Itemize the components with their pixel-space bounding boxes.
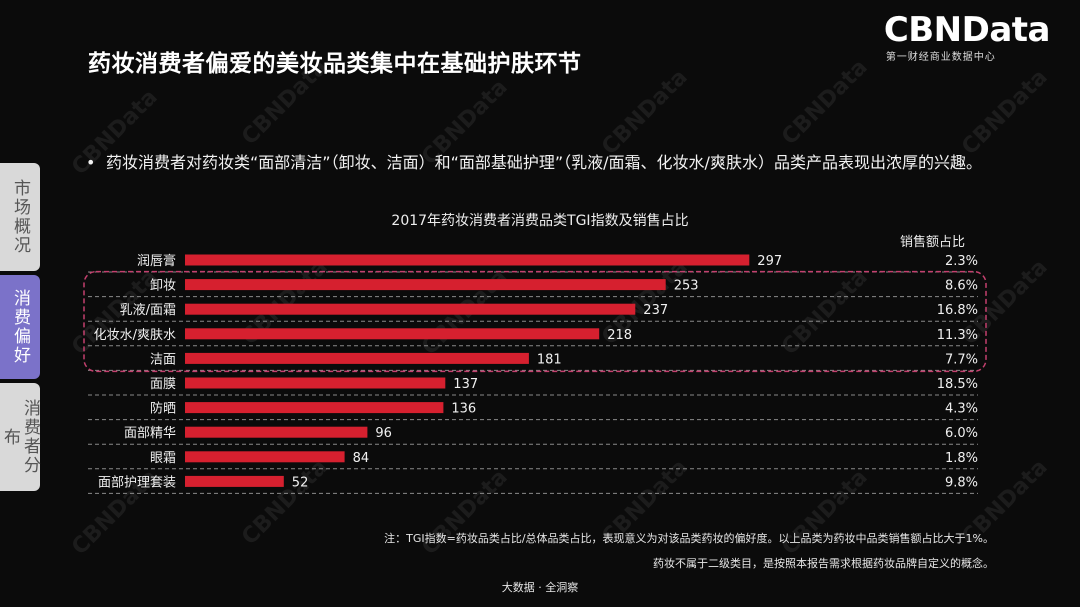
side-tab-consumer-distribution[interactable]: 消费者分布	[0, 383, 40, 491]
bar-value-label: 52	[292, 475, 309, 490]
category-label: 面膜	[150, 377, 176, 392]
brand-logo: CBNData 第一财经商业数据中心	[883, 10, 1051, 63]
bar	[185, 328, 600, 340]
category-label: 乳液/面霜	[120, 303, 176, 318]
bar	[185, 254, 750, 266]
bar	[185, 426, 368, 438]
brand-subtitle: 第一财经商业数据中心	[885, 52, 996, 63]
slide-title: 药妆消费者偏爱的美妆品类集中在基础护肤环节	[88, 51, 582, 77]
category-label: 面部护理套装	[98, 474, 176, 490]
share-value-label: 8.6%	[945, 279, 978, 294]
side-tab-consumer-preference[interactable]: 消费偏好	[0, 275, 40, 379]
side-tab-market-overview[interactable]: 市场概况	[0, 163, 40, 271]
bullet-text: 药妆消费者对药妆类“面部清洁”（卸妆、洁面）和“面部基础护理”（乳液/面霜、化妆…	[106, 153, 982, 172]
category-label: 润唇膏	[137, 253, 176, 269]
bar	[185, 451, 345, 463]
bar-value-label: 218	[607, 328, 632, 343]
share-value-label: 18.5%	[937, 377, 978, 392]
bar-value-label: 237	[643, 303, 668, 318]
bar	[185, 402, 444, 414]
bar-value-label: 84	[353, 451, 370, 466]
category-label: 防晒	[150, 401, 176, 417]
category-label: 化妆水/爽肤水	[94, 328, 176, 343]
share-value-label: 11.3%	[937, 328, 978, 343]
share-value-label: 4.3%	[945, 402, 978, 417]
footnote-tgi: 注：TGI指数=药妆品类占比/总体品类占比，表现意义为对该品类药妆的偏好度。以上…	[384, 532, 994, 545]
bullet-dot: •	[86, 153, 96, 172]
share-value-label: 1.8%	[945, 451, 978, 466]
category-label: 卸妆	[150, 278, 176, 294]
side-nav: 市场概况 消费偏好 消费者分布	[0, 163, 43, 495]
category-label: 面部精华	[124, 426, 176, 441]
bar-value-label: 136	[451, 402, 476, 417]
bar	[185, 279, 666, 291]
brand-name: CBNData	[883, 10, 1051, 50]
bar	[185, 377, 446, 389]
bar	[185, 475, 284, 487]
share-value-label: 9.8%	[945, 475, 978, 490]
bullet-point: • 药妆消费者对药妆类“面部清洁”（卸妆、洁面）和“面部基础护理”（乳液/面霜、…	[86, 150, 996, 175]
footer-slogan: 大数据 · 全洞察	[501, 581, 579, 594]
share-value-label: 16.8%	[937, 303, 978, 318]
category-label: 洁面	[150, 352, 176, 367]
bar	[185, 303, 636, 315]
footnote-definition: 药妆不属于二级类目，是按照本报告需求根据药妆品牌自定义的概念。	[653, 557, 994, 570]
bar-value-label: 137	[453, 377, 478, 392]
share-value-label: 6.0%	[945, 426, 978, 441]
share-value-label: 2.3%	[945, 254, 978, 269]
share-value-label: 7.7%	[945, 352, 978, 367]
bar-value-label: 181	[537, 352, 562, 367]
share-column-header: 销售额占比	[900, 235, 966, 250]
bar-value-label: 96	[375, 426, 392, 441]
category-label: 眼霜	[150, 451, 176, 466]
bar	[185, 352, 529, 364]
chart-title: 2017年药妆消费者消费品类TGI指数及销售占比	[391, 213, 689, 229]
bar-value-label: 297	[757, 254, 782, 269]
bar-value-label: 253	[674, 279, 699, 294]
